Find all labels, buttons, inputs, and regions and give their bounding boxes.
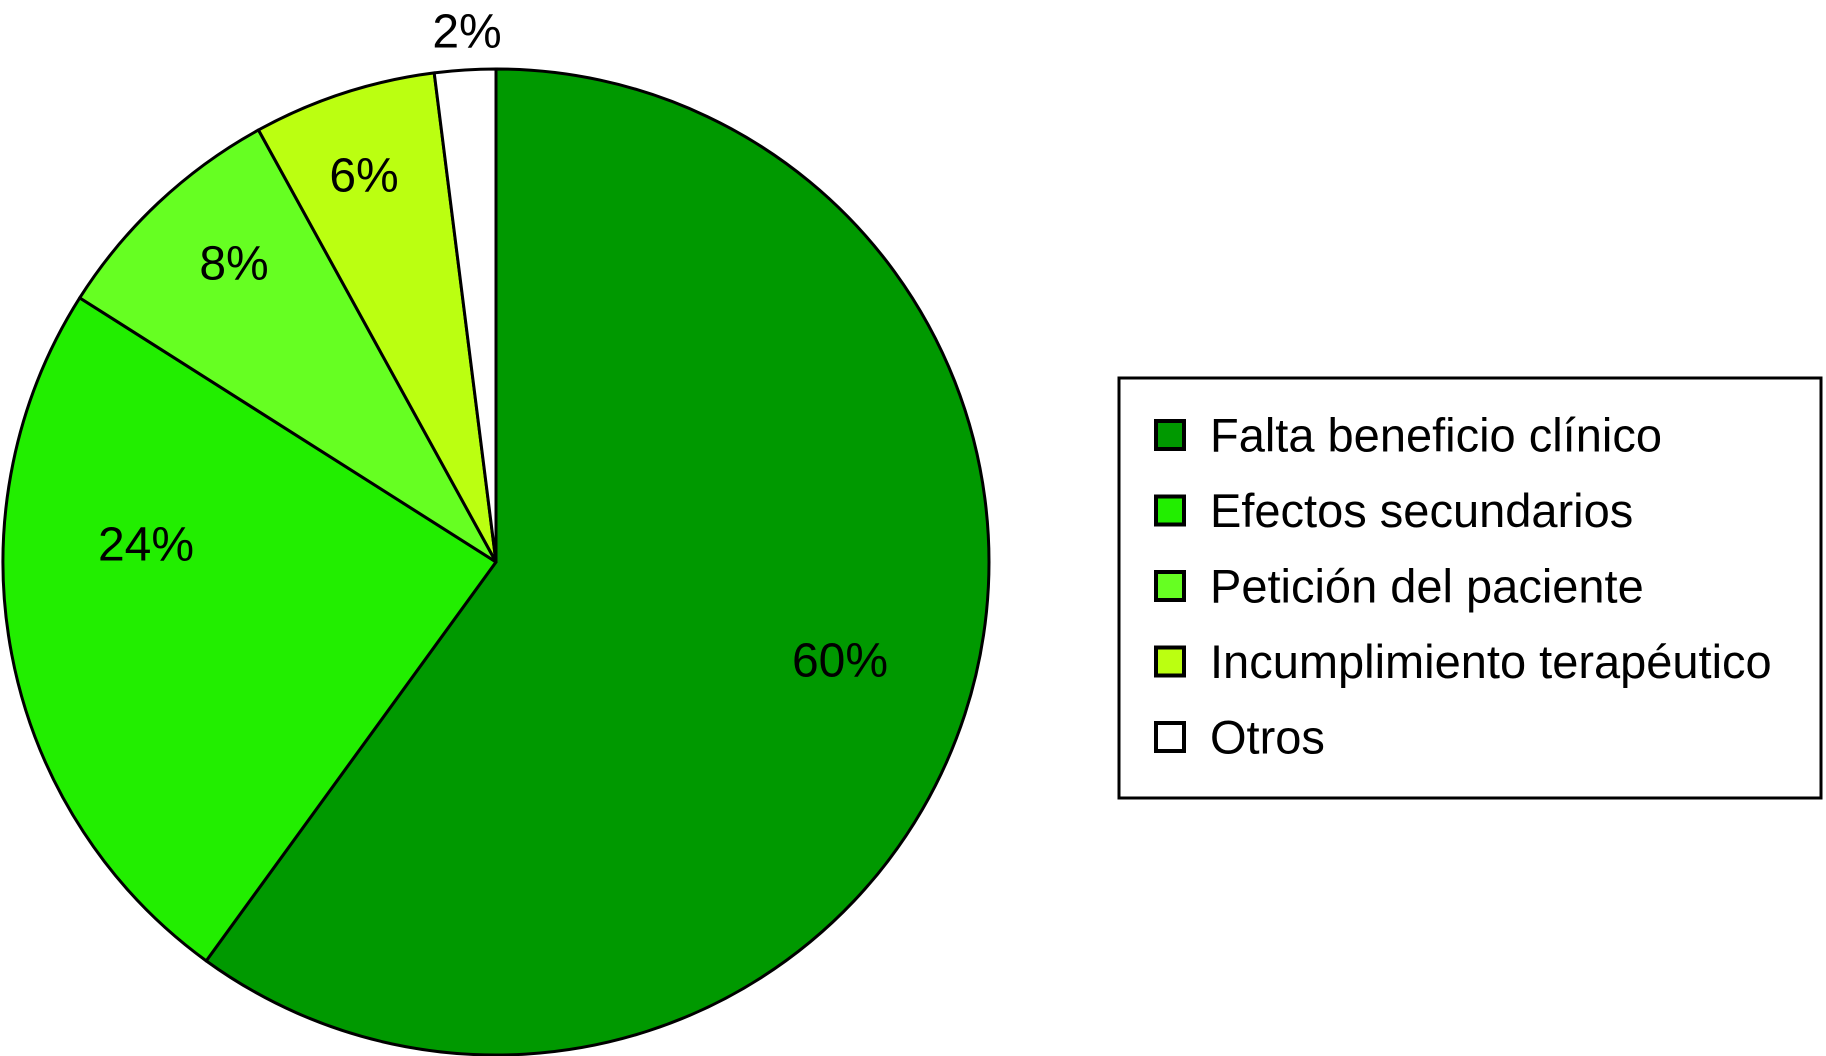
legend-label: Efectos secundarios: [1210, 484, 1633, 537]
pie-slice: [257, 71, 498, 564]
pie-slice: [1, 296, 498, 963]
legend-swatch: [1154, 494, 1186, 527]
slice-label: 6%: [329, 150, 398, 203]
legend-label: Otros: [1210, 711, 1325, 764]
slice-label: 2%: [432, 6, 501, 59]
legend-label: Petición del paciente: [1210, 560, 1644, 613]
pie-slice: [204, 67, 991, 1056]
legend-swatch: [1154, 570, 1186, 602]
pie-slice: [78, 128, 498, 564]
legend-box: [1117, 376, 1823, 800]
legend-swatch: [1154, 645, 1186, 678]
legend-items: Falta beneficio clínico Efectos secundari…: [1154, 409, 1772, 764]
legend: Falta beneficio clínico Efectos secundari…: [1117, 376, 1823, 800]
slice-label: 60%: [792, 635, 888, 688]
legend-label: Incumplimiento terapéutico: [1210, 635, 1772, 688]
pie-slices: [1, 67, 991, 1056]
slice-label: 24%: [98, 519, 194, 572]
legend-swatch: [1154, 721, 1186, 753]
slice-label: 8%: [199, 238, 268, 291]
legend-swatch: [1154, 419, 1186, 451]
legend-label: Falta beneficio clínico: [1210, 409, 1662, 462]
pie-slice: [432, 67, 498, 564]
pie-slice-labels: 60% 24% 8% 6% 2%: [98, 6, 888, 688]
